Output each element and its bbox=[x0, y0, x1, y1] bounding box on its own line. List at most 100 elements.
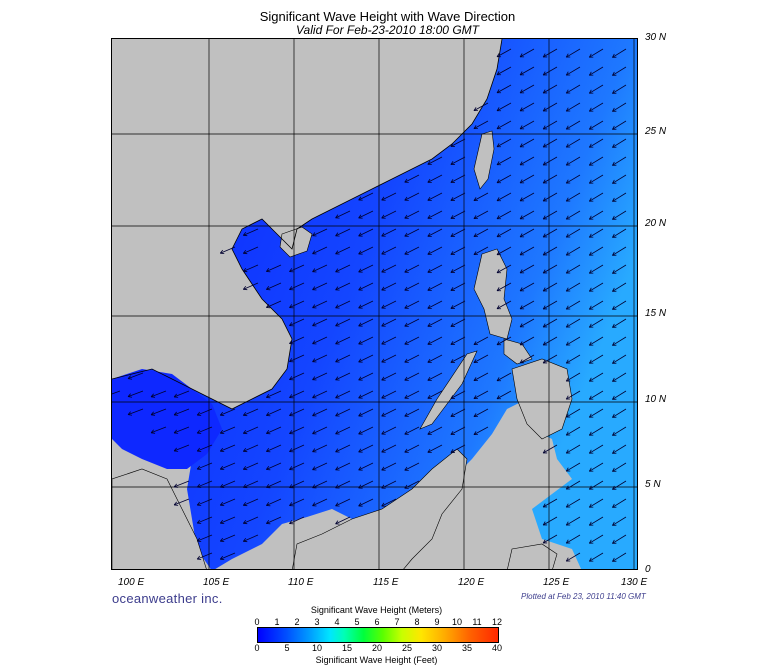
wave-direction-arrowhead bbox=[542, 107, 546, 112]
wave-direction-arrow bbox=[335, 282, 351, 291]
wave-direction-arrowhead bbox=[612, 521, 615, 526]
wave-direction-arrowhead bbox=[289, 286, 293, 290]
wave-direction-arrowhead bbox=[496, 107, 500, 111]
wave-direction-arrowhead bbox=[242, 501, 247, 506]
wave-direction-arrow bbox=[519, 246, 535, 256]
wave-direction-arrowhead bbox=[358, 394, 362, 399]
wave-direction-arrowhead bbox=[381, 304, 385, 309]
wave-direction-arrow bbox=[566, 390, 581, 400]
wave-direction-arrowhead bbox=[588, 449, 592, 454]
wave-direction-arrowhead bbox=[358, 412, 362, 417]
wave-direction-arrow bbox=[542, 246, 558, 256]
wave-direction-arrowhead bbox=[335, 520, 339, 525]
wave-direction-arrowhead bbox=[312, 250, 316, 254]
wave-direction-arrow bbox=[542, 444, 558, 454]
wave-direction-arrow bbox=[243, 264, 259, 272]
wave-direction-arrow bbox=[358, 228, 374, 237]
wave-direction-arrow bbox=[381, 264, 397, 273]
wave-direction-arrow bbox=[289, 408, 305, 416]
colorbar-meter-tick: 8 bbox=[414, 617, 420, 627]
wave-direction-arrowhead bbox=[289, 358, 293, 362]
wave-direction-arrowhead bbox=[173, 501, 177, 506]
wave-direction-arrowhead bbox=[427, 250, 431, 255]
wave-direction-arrow bbox=[450, 282, 466, 291]
wave-direction-arrowhead bbox=[519, 197, 523, 202]
wave-direction-arrowhead bbox=[312, 358, 316, 362]
wave-direction-arrow bbox=[243, 498, 259, 506]
wave-direction-arrowhead bbox=[450, 214, 454, 219]
wave-direction-arrow bbox=[496, 84, 512, 94]
wave-direction-arrow bbox=[589, 246, 604, 256]
wave-direction-arrow bbox=[450, 246, 466, 255]
wave-direction-arrowhead bbox=[289, 448, 293, 452]
visayas-islands bbox=[503, 338, 533, 365]
wave-direction-arrowhead bbox=[289, 412, 293, 416]
wave-direction-arrowhead bbox=[565, 449, 569, 454]
wave-direction-arrow bbox=[289, 426, 305, 434]
wave-direction-arrowhead bbox=[404, 412, 408, 417]
wave-direction-arrow bbox=[335, 498, 351, 507]
wave-direction-arrowhead bbox=[381, 484, 385, 489]
wave-direction-arrow bbox=[173, 426, 190, 434]
wave-direction-arrowhead bbox=[358, 502, 362, 507]
wave-direction-arrowhead bbox=[565, 71, 569, 76]
wave-direction-arrow bbox=[312, 462, 328, 471]
wave-direction-arrow bbox=[220, 444, 236, 452]
wave-direction-arrowhead bbox=[473, 431, 477, 435]
wave-direction-arrowhead bbox=[588, 413, 592, 418]
wave-direction-arrow bbox=[243, 462, 259, 470]
wave-direction-arrow bbox=[404, 408, 420, 417]
wave-direction-arrowhead bbox=[612, 503, 615, 508]
wave-direction-arrowhead bbox=[427, 340, 431, 345]
wave-direction-arrowhead bbox=[542, 449, 546, 454]
wave-direction-arrow bbox=[266, 462, 282, 470]
wave-direction-arrow bbox=[612, 264, 627, 274]
wave-direction-arrowhead bbox=[242, 429, 247, 434]
wave-direction-arrow bbox=[197, 444, 213, 452]
lon-label-115e: 115 E bbox=[373, 577, 399, 588]
wave-direction-arrowhead bbox=[565, 341, 569, 346]
wave-direction-arrow bbox=[220, 516, 236, 524]
wave-direction-arrow bbox=[612, 480, 627, 490]
wave-direction-arrowhead bbox=[496, 305, 500, 309]
wave-direction-arrow bbox=[612, 228, 627, 238]
wave-direction-arrow bbox=[566, 354, 581, 364]
wave-direction-arrowhead bbox=[612, 539, 615, 544]
wave-direction-arrowhead bbox=[358, 466, 362, 471]
wave-direction-arrowhead bbox=[542, 503, 546, 508]
wave-direction-arrowhead bbox=[266, 484, 270, 488]
wave-direction-arrow bbox=[404, 480, 420, 489]
wave-direction-arrowhead bbox=[450, 340, 454, 345]
wave-direction-arrowhead bbox=[542, 359, 546, 364]
wave-direction-arrowhead bbox=[565, 323, 569, 328]
map-title: Significant Wave Height with Wave Direct… bbox=[259, 9, 516, 24]
wave-direction-arrow bbox=[381, 426, 397, 435]
colorbar-meter-tick: 12 bbox=[491, 617, 502, 627]
wave-direction-arrowhead bbox=[450, 304, 454, 309]
wave-direction-arrowhead bbox=[496, 53, 500, 57]
wave-direction-arrowhead bbox=[335, 340, 339, 345]
wave-direction-arrowhead bbox=[496, 269, 500, 273]
wave-height-map[interactable] bbox=[111, 38, 638, 570]
wave-direction-arrowhead bbox=[151, 414, 156, 416]
wave-direction-arrow bbox=[473, 426, 489, 436]
wave-direction-arrow bbox=[243, 408, 259, 416]
wave-direction-arrow bbox=[542, 498, 558, 508]
wave-direction-arrow bbox=[450, 390, 466, 399]
wave-direction-arrow bbox=[519, 174, 535, 184]
wave-direction-arrowhead bbox=[242, 249, 247, 254]
wave-direction-arrowhead bbox=[473, 215, 477, 219]
wave-direction-arrowhead bbox=[450, 250, 454, 255]
wave-direction-arrow bbox=[404, 354, 420, 363]
wave-direction-arrow bbox=[358, 282, 374, 291]
wave-direction-arrowhead bbox=[335, 484, 339, 489]
wave-direction-arrow bbox=[312, 228, 328, 237]
wave-direction-arrowhead bbox=[312, 232, 316, 236]
wave-direction-arrow bbox=[589, 156, 604, 166]
wave-direction-arrow bbox=[496, 192, 512, 202]
wave-direction-arrow bbox=[404, 462, 420, 471]
wave-direction-arrowhead bbox=[565, 215, 569, 220]
wave-direction-arrow bbox=[589, 228, 604, 238]
wave-direction-arrow bbox=[519, 84, 535, 94]
colorbar-title-meters: Significant Wave Height (Meters) bbox=[310, 605, 443, 615]
